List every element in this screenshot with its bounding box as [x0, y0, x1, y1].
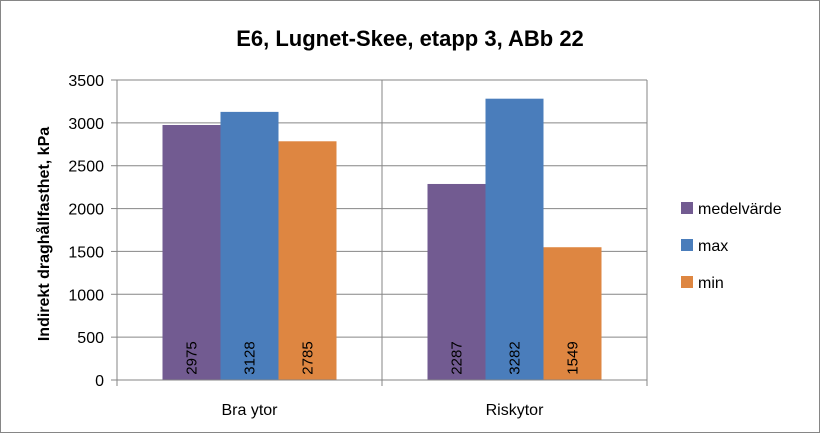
- x-category-label: Bra ytor: [221, 402, 278, 419]
- bar-medelvrde: [162, 125, 221, 380]
- chart-title: E6, Lugnet-Skee, etapp 3, ABb 22: [236, 26, 584, 51]
- y-tick-label: 500: [77, 330, 104, 347]
- legend-label: min: [698, 275, 724, 292]
- y-tick-label: 1000: [68, 287, 104, 304]
- legend-swatch: [681, 202, 693, 214]
- y-tick-label: 2500: [68, 159, 104, 176]
- data-label: 2975: [184, 341, 201, 374]
- legend-swatch: [681, 239, 693, 251]
- y-tick-label: 1500: [68, 244, 104, 261]
- data-label: 2287: [449, 341, 466, 374]
- data-label: 3282: [507, 341, 524, 374]
- y-tick-label: 3500: [68, 73, 104, 90]
- bar-min: [278, 141, 337, 380]
- bar-min: [543, 247, 602, 380]
- legend-label: medelvärde: [698, 201, 782, 218]
- y-tick-label: 2000: [68, 202, 104, 219]
- legend-swatch: [681, 276, 693, 288]
- data-label: 2785: [300, 341, 317, 374]
- y-axis-label: Indirekt draghållfasthet, kPa: [35, 127, 53, 341]
- plot-area: 0 500 1000 1500 2000 2500 3000 3500 2975 3128 2785…: [68, 73, 648, 419]
- y-tick-label: 0: [95, 373, 104, 390]
- data-label: 1549: [565, 341, 582, 374]
- y-tick-label: 3000: [68, 116, 104, 133]
- legend: medelvärde max min: [681, 201, 782, 292]
- bar-medelvrde: [427, 183, 486, 380]
- bar-max: [220, 111, 279, 380]
- legend-label: max: [698, 238, 728, 255]
- x-category-label: Riskytor: [486, 402, 544, 419]
- bar-max: [485, 98, 544, 380]
- data-label: 3128: [242, 341, 259, 374]
